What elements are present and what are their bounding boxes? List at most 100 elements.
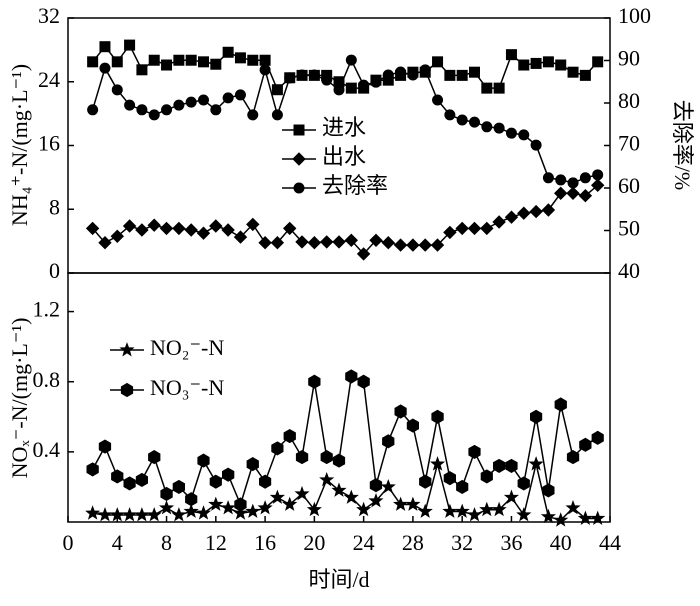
marker — [540, 508, 556, 524]
y-axis-label: NOₓ⁻-N/(mg·L⁻¹) — [7, 318, 32, 479]
marker — [358, 79, 370, 91]
marker — [518, 59, 530, 71]
marker — [579, 172, 591, 184]
x-tick-label: 36 — [500, 530, 522, 555]
marker — [147, 218, 161, 232]
y2-tick-label: 70 — [618, 131, 640, 156]
marker — [456, 69, 468, 81]
marker — [308, 374, 321, 389]
marker — [565, 500, 581, 515]
marker — [172, 221, 186, 236]
legend-marker — [293, 182, 305, 194]
legend-label: 去除率 — [322, 173, 388, 198]
marker — [443, 225, 457, 240]
marker — [369, 478, 383, 493]
marker — [173, 99, 185, 111]
marker — [530, 139, 542, 151]
marker — [85, 505, 101, 520]
marker — [247, 54, 259, 66]
x-tick-label: 40 — [550, 530, 572, 555]
marker — [161, 104, 173, 116]
marker — [343, 489, 359, 504]
marker — [271, 441, 284, 456]
marker — [505, 127, 517, 139]
marker — [220, 500, 236, 515]
y-tick-label: 8 — [49, 194, 60, 219]
marker — [282, 221, 297, 236]
marker — [222, 46, 234, 58]
marker — [271, 84, 283, 96]
marker — [99, 41, 111, 53]
marker — [222, 92, 234, 104]
marker — [87, 104, 99, 116]
marker — [111, 469, 124, 484]
marker — [148, 450, 161, 465]
marker — [566, 186, 580, 201]
marker — [86, 462, 99, 477]
marker — [357, 374, 370, 389]
marker — [503, 489, 519, 504]
marker — [493, 82, 505, 94]
marker — [405, 496, 421, 511]
marker — [333, 84, 345, 96]
marker — [197, 453, 210, 468]
marker — [505, 458, 518, 473]
marker — [505, 49, 517, 61]
marker — [592, 56, 604, 68]
marker — [577, 510, 593, 525]
marker — [259, 64, 271, 76]
marker — [284, 72, 296, 84]
marker — [258, 235, 272, 250]
marker — [136, 104, 148, 116]
y-tick-label: 16 — [38, 131, 60, 156]
marker — [466, 507, 483, 522]
marker — [430, 456, 446, 471]
legend-marker — [292, 152, 306, 166]
marker — [245, 503, 261, 518]
marker — [578, 188, 593, 203]
marker — [528, 456, 544, 471]
x-tick-label: 12 — [205, 530, 227, 555]
marker — [493, 458, 506, 473]
y-tick-label: 0.8 — [33, 367, 61, 392]
marker — [160, 486, 173, 501]
marker — [395, 66, 407, 78]
x-tick-label: 24 — [353, 530, 375, 555]
marker — [590, 178, 605, 193]
marker — [159, 500, 175, 515]
y-tick-label: 1.2 — [33, 297, 61, 322]
y2-tick-label: 100 — [618, 3, 651, 28]
marker — [185, 96, 197, 108]
marker — [234, 497, 247, 512]
marker — [368, 493, 384, 508]
legend-label: 进水 — [322, 115, 366, 140]
legend-label: NO₃⁻-N — [150, 375, 224, 400]
marker — [124, 99, 136, 111]
marker — [109, 507, 125, 522]
marker — [282, 496, 298, 511]
marker — [195, 505, 212, 520]
marker — [370, 76, 382, 88]
x-tick-label: 4 — [112, 530, 123, 555]
marker — [419, 474, 432, 489]
marker — [111, 56, 123, 68]
marker — [307, 235, 322, 250]
x-tick-label: 0 — [63, 530, 74, 555]
marker — [294, 485, 310, 501]
marker — [345, 54, 357, 66]
marker — [320, 450, 333, 465]
marker — [407, 69, 419, 81]
marker — [148, 109, 160, 121]
marker — [171, 507, 187, 522]
marker — [234, 52, 246, 64]
marker — [579, 437, 592, 452]
marker — [456, 479, 469, 494]
marker — [159, 221, 174, 236]
marker — [481, 121, 493, 133]
marker — [246, 457, 259, 472]
marker — [480, 469, 493, 484]
marker — [308, 69, 320, 81]
x-tick-label: 16 — [254, 530, 276, 555]
marker — [369, 233, 383, 248]
marker — [321, 74, 333, 86]
